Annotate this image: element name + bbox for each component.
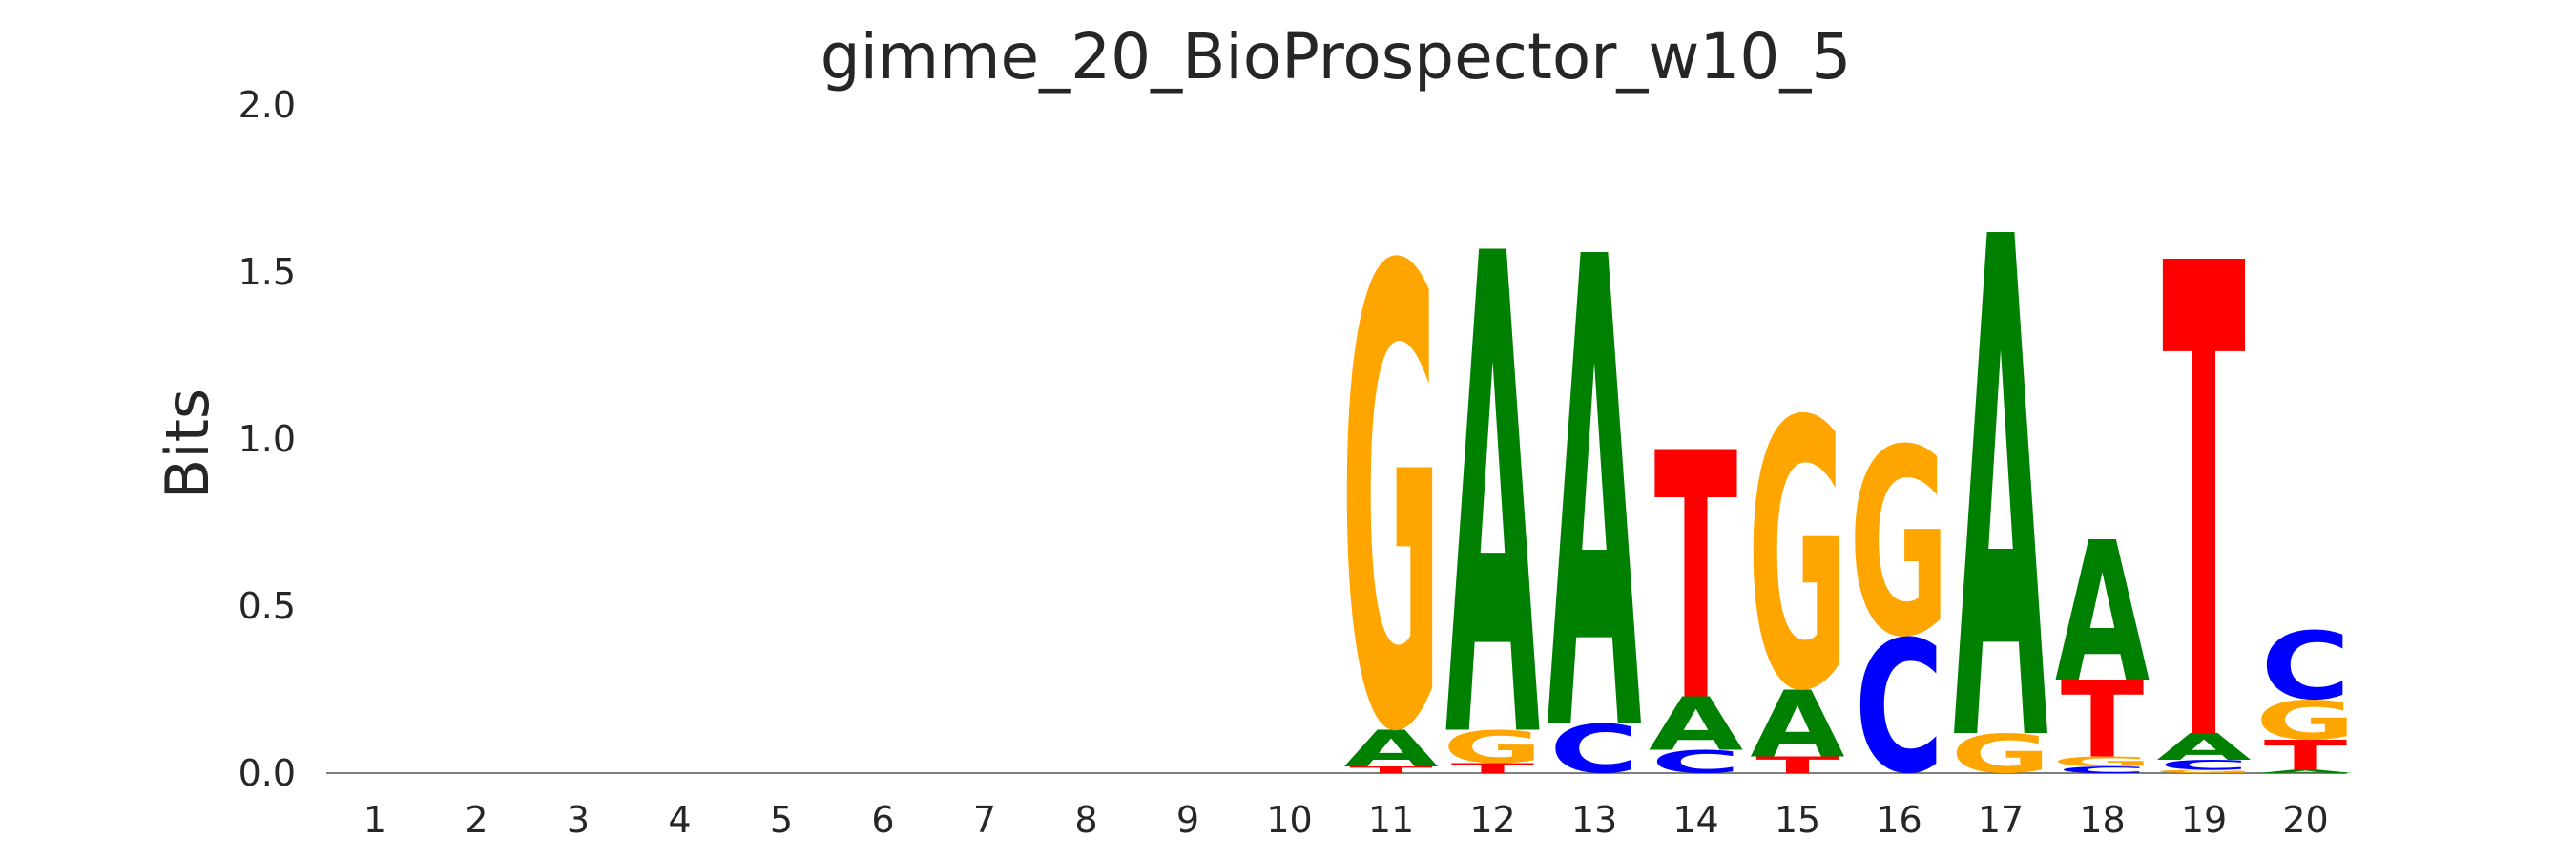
logo-letter-g: G: [1747, 345, 1847, 772]
y-tick-label: 1.5: [239, 251, 296, 293]
x-tick-label: 13: [1571, 799, 1617, 841]
logo-letter-t: T: [2264, 731, 2347, 780]
logo-letter-a: A: [1649, 681, 1743, 766]
logo-letter-a: A: [2258, 769, 2353, 775]
x-tick-label: 11: [1368, 799, 1414, 841]
logo-letter-a: A: [1547, 123, 1642, 859]
x-tick-label: 12: [1469, 799, 1515, 841]
logo-letter-t: T: [1654, 382, 1738, 777]
x-tick-label: 7: [973, 799, 996, 841]
y-tick-label: 2.0: [239, 84, 296, 126]
x-tick-label: 5: [770, 799, 793, 841]
logo-letter-t: T: [2162, 130, 2246, 859]
x-tick-label: 9: [1176, 799, 1199, 841]
x-tick-label: 1: [364, 799, 386, 841]
logo-letter-a: A: [1343, 721, 1438, 779]
y-axis-ticks: 0.0 0.5 1.0 1.5 2.0: [239, 84, 296, 794]
x-tick-label: 20: [2282, 799, 2328, 841]
logo-letter-t: T: [1755, 752, 1839, 779]
x-tick-label: 17: [1978, 799, 2024, 841]
logo-letter-g: G: [1950, 723, 2050, 786]
x-tick-label: 2: [465, 799, 488, 841]
logo-letter-g: G: [2255, 690, 2356, 752]
x-tick-label: 8: [1074, 799, 1097, 841]
chart-title: gimme_20_BioProspector_w10_5: [821, 20, 1852, 94]
logo-letter-c: C: [1549, 711, 1639, 788]
x-axis-ticks: 1 2 3 4 5 6 7 8 9 10 11 12 13 14 15 16 17 18 19 20: [364, 799, 2329, 841]
logo-letter-c: C: [2159, 757, 2249, 772]
logo-letter-t: T: [2061, 660, 2144, 782]
logo-letter-c: C: [1651, 744, 1740, 781]
x-tick-label: 19: [2181, 799, 2227, 841]
logo-letter-g: G: [2153, 769, 2254, 774]
x-tick-label: 10: [1266, 799, 1312, 841]
logo-letter-g: G: [1443, 722, 1543, 773]
logo-letter-c: C: [1854, 604, 1943, 814]
logo-letter-a: A: [1953, 95, 2048, 859]
logo-letter-a: A: [1445, 117, 1541, 859]
logo-letter-t: T: [1451, 761, 1534, 777]
x-tick-label: 4: [668, 799, 691, 841]
logo-letter-g: G: [2052, 754, 2152, 769]
logo-letter-t: T: [1349, 765, 1432, 775]
logo-letter-a: A: [2156, 726, 2251, 769]
x-tick-label: 6: [871, 799, 894, 841]
logo-letter-c: C: [2057, 765, 2147, 775]
y-tick-label: 0.5: [239, 585, 296, 627]
logo-letter-a: A: [2055, 501, 2150, 725]
logo-letter-g: G: [1849, 394, 1949, 694]
y-tick-label: 1.0: [239, 418, 296, 460]
y-axis-label: Bits: [153, 388, 222, 499]
logo-letter-g: G: [1340, 138, 1441, 859]
x-tick-label: 14: [1672, 799, 1718, 841]
y-tick-label: 0.0: [239, 752, 296, 794]
x-tick-label: 16: [1876, 799, 1922, 841]
logo-letter-c: C: [2260, 612, 2350, 721]
x-tick-label: 18: [2079, 799, 2125, 841]
x-tick-label: 3: [567, 799, 590, 841]
logo-letter-a: A: [1750, 671, 1845, 778]
x-tick-label: 15: [1775, 799, 1820, 841]
